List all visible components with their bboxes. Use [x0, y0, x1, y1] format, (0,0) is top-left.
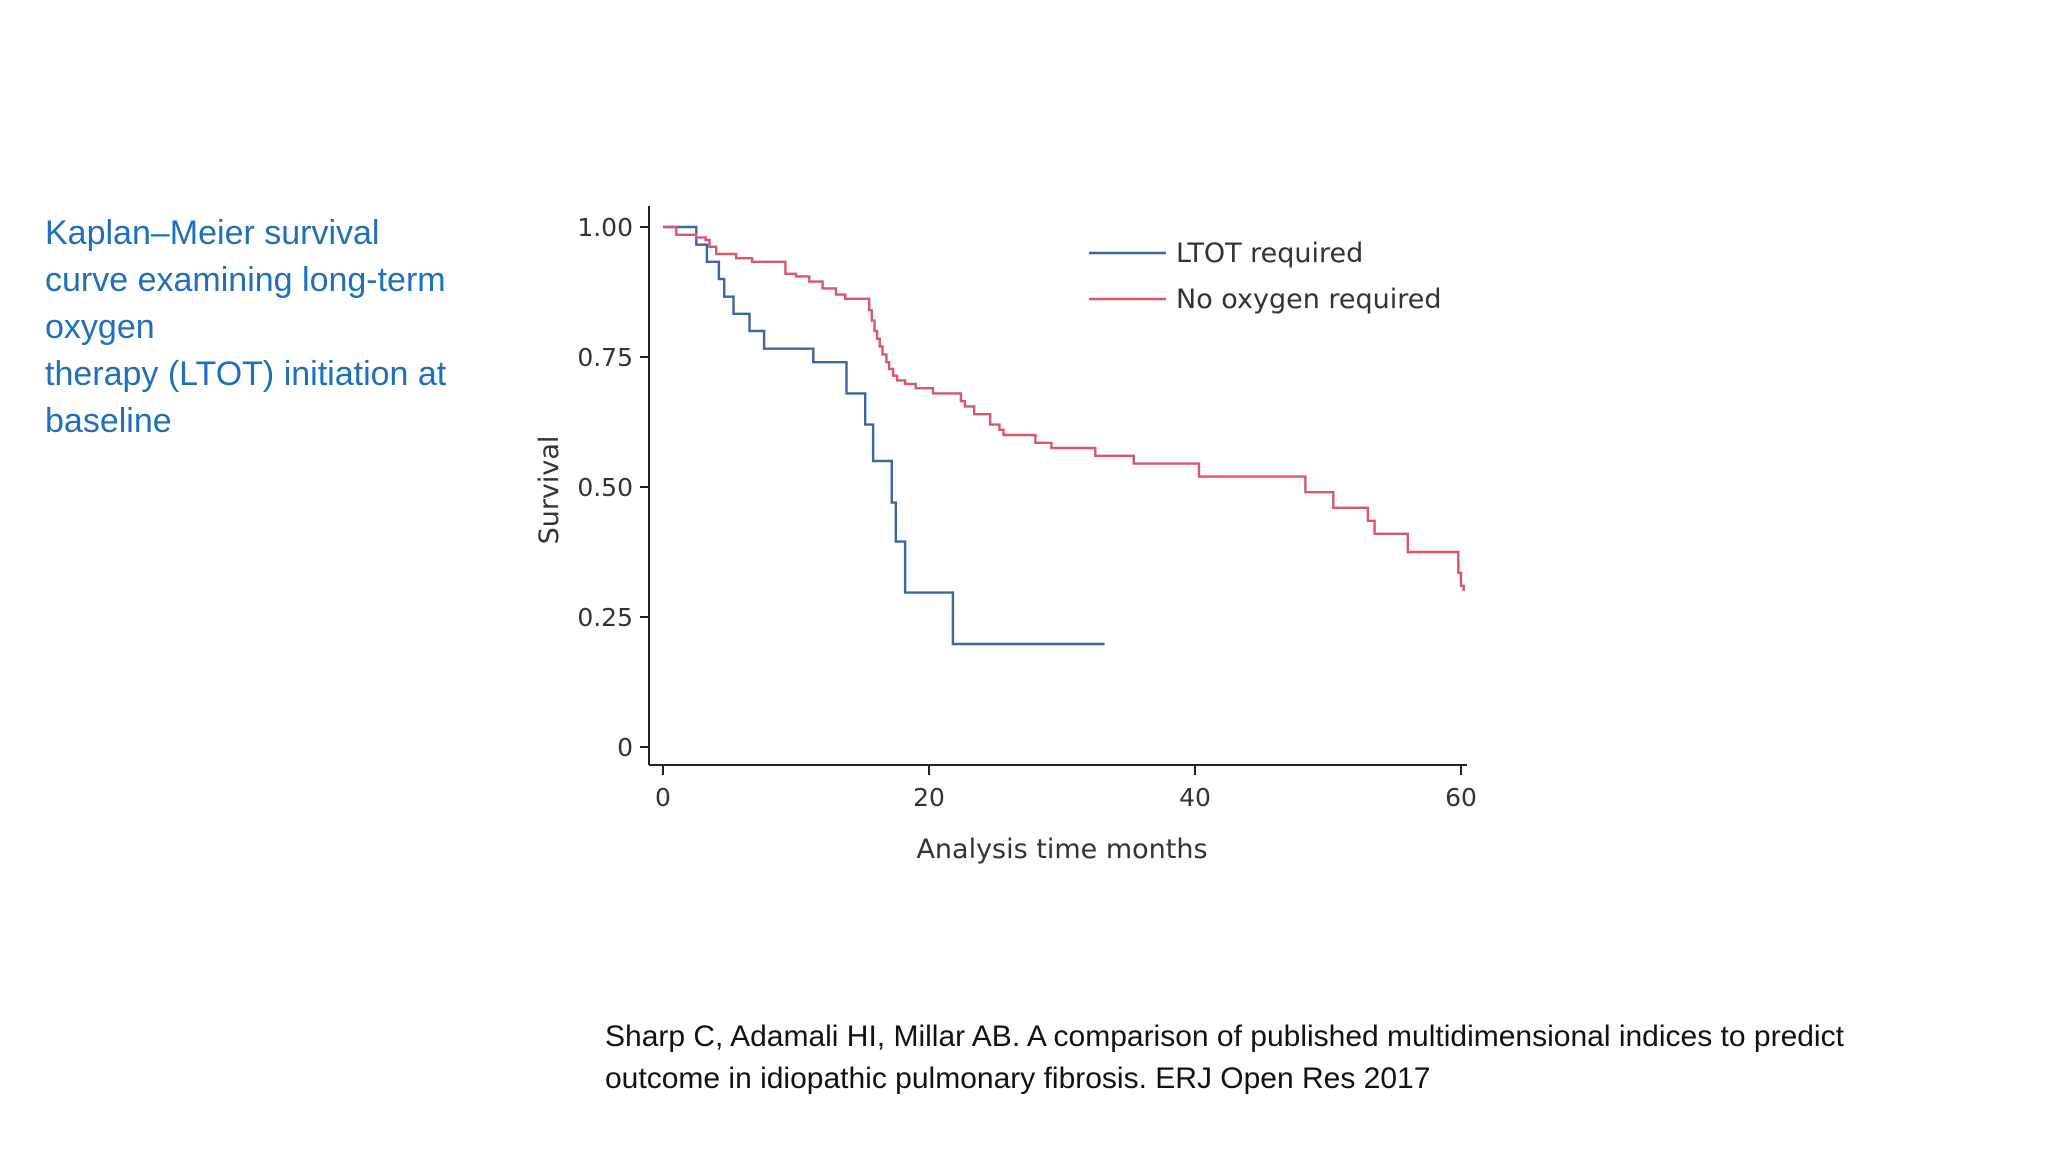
x-tick-label: 60 — [1445, 783, 1477, 812]
series-layer — [663, 225, 1465, 646]
x-axis-label: Analysis time months — [916, 834, 1207, 865]
slide-title-line: oxygen — [45, 308, 155, 346]
citation: Sharp C, Adamali HI, Millar AB. A compar… — [605, 1016, 2025, 1100]
x-tick-label: 20 — [913, 783, 945, 812]
y-axis-label: Survival — [534, 436, 565, 545]
legend-label-ltot-required: LTOT required — [1176, 238, 1363, 269]
legend-label-no-oxygen-required: No oxygen required — [1176, 284, 1442, 315]
series-line-ltot-required — [663, 225, 1105, 646]
legend: LTOT required No oxygen required — [1089, 238, 1442, 315]
y-tick-label: 0.75 — [577, 343, 633, 372]
y-ticks: 0 0.25 0.50 0.75 1.00 — [577, 213, 649, 762]
series-line-no-oxygen-required — [663, 225, 1465, 591]
slide-title-line: curve examining long-term — [45, 261, 446, 299]
y-tick-label: 0.50 — [577, 473, 633, 502]
y-tick-label: 1.00 — [577, 213, 633, 242]
x-tick-label: 40 — [1179, 783, 1211, 812]
y-tick-label: 0 — [617, 733, 633, 762]
x-ticks: 0 20 40 60 — [655, 765, 1477, 812]
citation-line: Sharp C, Adamali HI, Millar AB. A compar… — [605, 1020, 1844, 1053]
x-tick-label: 0 — [655, 783, 671, 812]
slide-title: Kaplan–Meier survival curve examining lo… — [45, 210, 505, 445]
slide-title-line: Kaplan–Meier survival — [45, 214, 380, 252]
slide-title-line: therapy (LTOT) initiation at — [45, 355, 447, 393]
y-tick-label: 0.25 — [577, 603, 633, 632]
slide-title-line: baseline — [45, 402, 172, 440]
axes — [648, 206, 1467, 766]
citation-line: outcome in idiopathic pulmonary fibrosis… — [605, 1062, 1431, 1095]
